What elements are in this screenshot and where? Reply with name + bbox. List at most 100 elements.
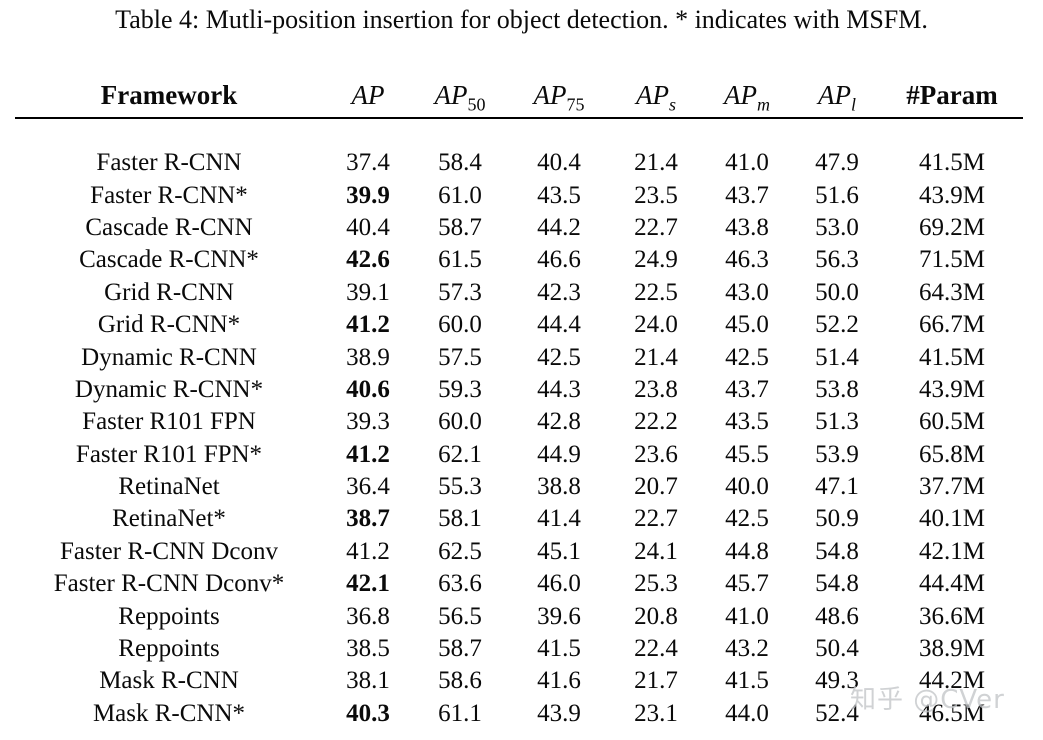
cell-apm: 41.0: [725, 602, 769, 630]
cell-apl: 54.8: [815, 537, 859, 565]
cell-aps: 22.5: [634, 278, 678, 306]
col-header-apl: APl: [793, 76, 881, 119]
cell-framework: Reppoints: [118, 635, 220, 663]
cell-param: 37.7M: [919, 473, 985, 501]
col-header-framework: Framework: [15, 76, 323, 119]
cell-ap75: 46.0: [537, 570, 581, 598]
cell-ap: 40.3: [346, 699, 390, 727]
cell-apm: 41.5: [725, 667, 769, 695]
cell-ap50: 61.1: [438, 699, 482, 727]
cell-ap: 42.6: [346, 246, 390, 274]
cell-framework: Mask R-CNN*: [92, 699, 246, 727]
cell-apm: 42.5: [725, 505, 769, 533]
header-ap50-base: AP: [434, 80, 468, 110]
cell-param: 44.4M: [919, 570, 985, 598]
table-row: Faster R-CNN Dconv 41.2 62.5 45.1 24.1 44.8 54…: [15, 536, 1023, 568]
cell-param: 60.5M: [919, 408, 985, 436]
cell-framework: Faster R101 FPN: [82, 408, 256, 436]
cell-framework: RetinaNet*: [112, 505, 226, 533]
cell-ap: 39.3: [346, 408, 390, 436]
cell-ap: 37.4: [346, 149, 390, 177]
cell-apl: 50.4: [815, 635, 859, 663]
cell-ap50: 59.3: [438, 375, 482, 403]
cell-apm: 40.0: [725, 473, 769, 501]
cell-param: 69.2M: [919, 213, 985, 241]
cell-aps: 24.1: [634, 537, 678, 565]
cell-aps: 20.7: [634, 473, 678, 501]
header-gap-spacer: [15, 118, 1023, 147]
cell-aps: 21.4: [634, 343, 678, 371]
cell-ap: 38.1: [346, 667, 390, 695]
cell-ap75: 41.5: [537, 635, 581, 663]
col-header-aps: APs: [611, 76, 701, 119]
cell-apl: 52.4: [815, 699, 859, 727]
cell-ap75: 39.6: [537, 602, 581, 630]
cell-param: 43.9M: [919, 181, 985, 209]
cell-aps: 21.7: [634, 667, 678, 695]
cell-aps: 23.8: [634, 375, 678, 403]
table-row: Mask R-CNN* 40.3 61.1 43.9 23.1 44.0 52.4 46.5M: [15, 698, 1023, 730]
col-header-ap: AP: [323, 76, 413, 119]
table-row: Faster R101 FPN* 41.2 62.1 44.9 23.6 45.5 53.9…: [15, 439, 1023, 471]
cell-ap50: 62.1: [438, 440, 482, 468]
cell-framework: Dynamic R-CNN*: [74, 375, 264, 403]
cell-param: 41.5M: [919, 343, 985, 371]
cell-apm: 46.3: [725, 246, 769, 274]
table-row: Faster R-CNN Dconv* 42.1 63.6 46.0 25.3 45.7 5…: [15, 568, 1023, 600]
cell-ap: 41.2: [346, 537, 390, 565]
cell-apm: 43.0: [725, 278, 769, 306]
cell-ap50: 61.0: [438, 181, 482, 209]
cell-param: 42.1M: [919, 537, 985, 565]
col-header-param: #Param: [881, 76, 1023, 119]
cell-ap50: 57.5: [438, 343, 482, 371]
cell-ap75: 44.9: [537, 440, 581, 468]
table-body: Faster R-CNN 37.4 58.4 40.4 21.4 41.0 47.9 41.5…: [15, 118, 1023, 730]
cell-apm: 43.7: [725, 375, 769, 403]
header-aps-base: AP: [635, 80, 669, 110]
cell-apm: 43.7: [725, 181, 769, 209]
cell-ap75: 42.8: [537, 408, 581, 436]
cell-framework: Faster R-CNN Dconv: [59, 537, 279, 565]
header-apl-base: AP: [817, 80, 851, 110]
cell-framework: Mask R-CNN: [99, 667, 239, 695]
header-ap75-base: AP: [533, 80, 567, 110]
table-row: Cascade R-CNN 40.4 58.7 44.2 22.7 43.8 53.0 69.…: [15, 212, 1023, 244]
cell-apm: 44.0: [725, 699, 769, 727]
cell-framework: Dynamic R-CNN: [81, 343, 257, 371]
cell-param: 38.9M: [919, 635, 985, 663]
cell-aps: 22.2: [634, 408, 678, 436]
cell-ap: 38.7: [346, 505, 390, 533]
cell-framework: Grid R-CNN: [104, 278, 234, 306]
cell-param: 40.1M: [919, 505, 985, 533]
cell-ap: 40.4: [346, 213, 390, 241]
results-table: Framework AP AP50 AP75 APs APm APl #Para…: [15, 76, 1023, 730]
cell-aps: 22.7: [634, 213, 678, 241]
cell-apl: 51.4: [815, 343, 859, 371]
table-row: Dynamic R-CNN* 40.6 59.3 44.3 23.8 43.7 53.8 43…: [15, 374, 1023, 406]
header-apl-sub: l: [850, 94, 856, 115]
cell-ap: 38.5: [346, 635, 390, 663]
cell-ap50: 62.5: [438, 537, 482, 565]
cell-apl: 53.0: [815, 213, 859, 241]
cell-apl: 52.2: [815, 311, 859, 339]
table-row: Mask R-CNN 38.1 58.6 41.6 21.7 41.5 49.3 44.2M: [15, 665, 1023, 697]
cell-apm: 45.5: [725, 440, 769, 468]
header-ap75-sub: 75: [566, 94, 585, 115]
cell-ap75: 40.4: [537, 149, 581, 177]
cell-ap: 39.1: [346, 278, 390, 306]
cell-ap50: 61.5: [438, 246, 482, 274]
cell-framework: Faster R-CNN: [96, 149, 242, 177]
cell-param: 64.3M: [919, 278, 985, 306]
table-row: Grid R-CNN 39.1 57.3 42.3 22.5 43.0 50.0 64.3M: [15, 277, 1023, 309]
table-row: Reppoints 36.8 56.5 39.6 20.8 41.0 48.6 36.6M: [15, 600, 1023, 632]
cell-ap75: 44.4: [537, 311, 581, 339]
cell-ap50: 58.7: [438, 635, 482, 663]
cell-param: 65.8M: [919, 440, 985, 468]
cell-ap: 36.4: [346, 473, 390, 501]
cell-apl: 47.9: [815, 149, 859, 177]
cell-param: 46.5M: [919, 699, 985, 727]
table-row: Reppoints 38.5 58.7 41.5 22.4 43.2 50.4 38.9M: [15, 633, 1023, 665]
header-apm-sub: m: [757, 94, 770, 115]
cell-aps: 22.7: [634, 505, 678, 533]
table-row: Grid R-CNN* 41.2 60.0 44.4 24.0 45.0 52.2 66.7M: [15, 309, 1023, 341]
